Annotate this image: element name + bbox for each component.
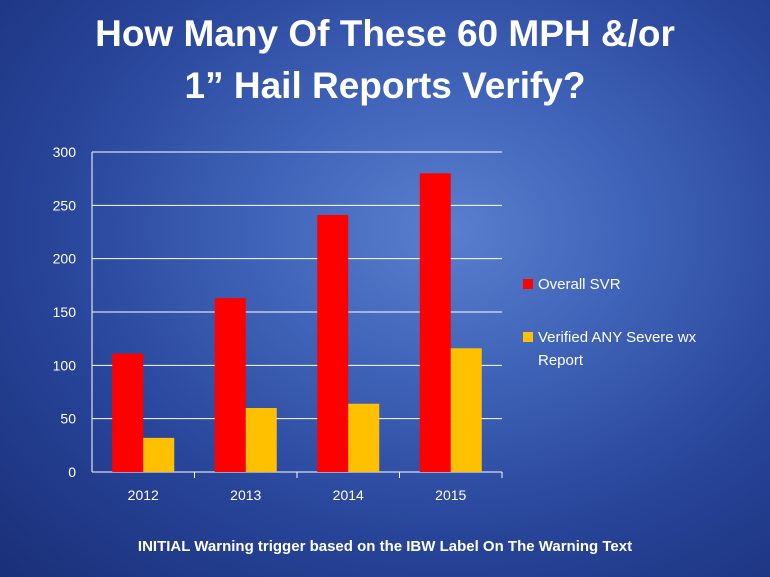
x-tick-label-2015: 2015 — [435, 487, 466, 503]
y-tick-label-250: 250 — [53, 197, 77, 213]
y-tick-label-300: 300 — [53, 144, 77, 160]
title-line-2: 1” Hail Reports Verify? — [184, 65, 586, 106]
slide-footer: INITIAL Warning trigger based on the IBW… — [137, 538, 633, 555]
x-tick-label-2014: 2014 — [333, 487, 364, 503]
bar-overall-svr-2014 — [317, 214, 349, 472]
legend-label-verified: Verified ANY Severe wx Report — [538, 329, 697, 369]
bar-overall-svr-2015 — [419, 173, 451, 473]
bar-verified-2015 — [450, 348, 482, 472]
y-tick-label-0: 0 — [68, 464, 76, 480]
title-line-1: How Many Of These 60 MPH &/or — [95, 13, 675, 54]
slide-title: How Many Of These 60 MPH &/or 1” Hail Re… — [0, 8, 770, 112]
bar-overall-svr-2012 — [112, 353, 144, 472]
legend-label-overall-svr: Overall SVR — [538, 276, 621, 293]
bar-overall-svr-2013 — [214, 298, 246, 472]
bar-verified-2012 — [143, 437, 175, 472]
legend-swatch-verified — [523, 332, 533, 342]
x-tick-label-2012: 2012 — [128, 487, 159, 503]
y-tick-label-150: 150 — [53, 304, 77, 320]
y-tick-label-50: 50 — [60, 411, 76, 427]
legend-swatch-overall-svr — [523, 279, 533, 289]
y-tick-label-200: 200 — [53, 251, 77, 267]
y-tick-label-100: 100 — [53, 357, 77, 373]
bar-verified-2013 — [245, 408, 277, 472]
x-tick-label-2013: 2013 — [230, 487, 261, 503]
bar-verified-2014 — [348, 403, 380, 472]
